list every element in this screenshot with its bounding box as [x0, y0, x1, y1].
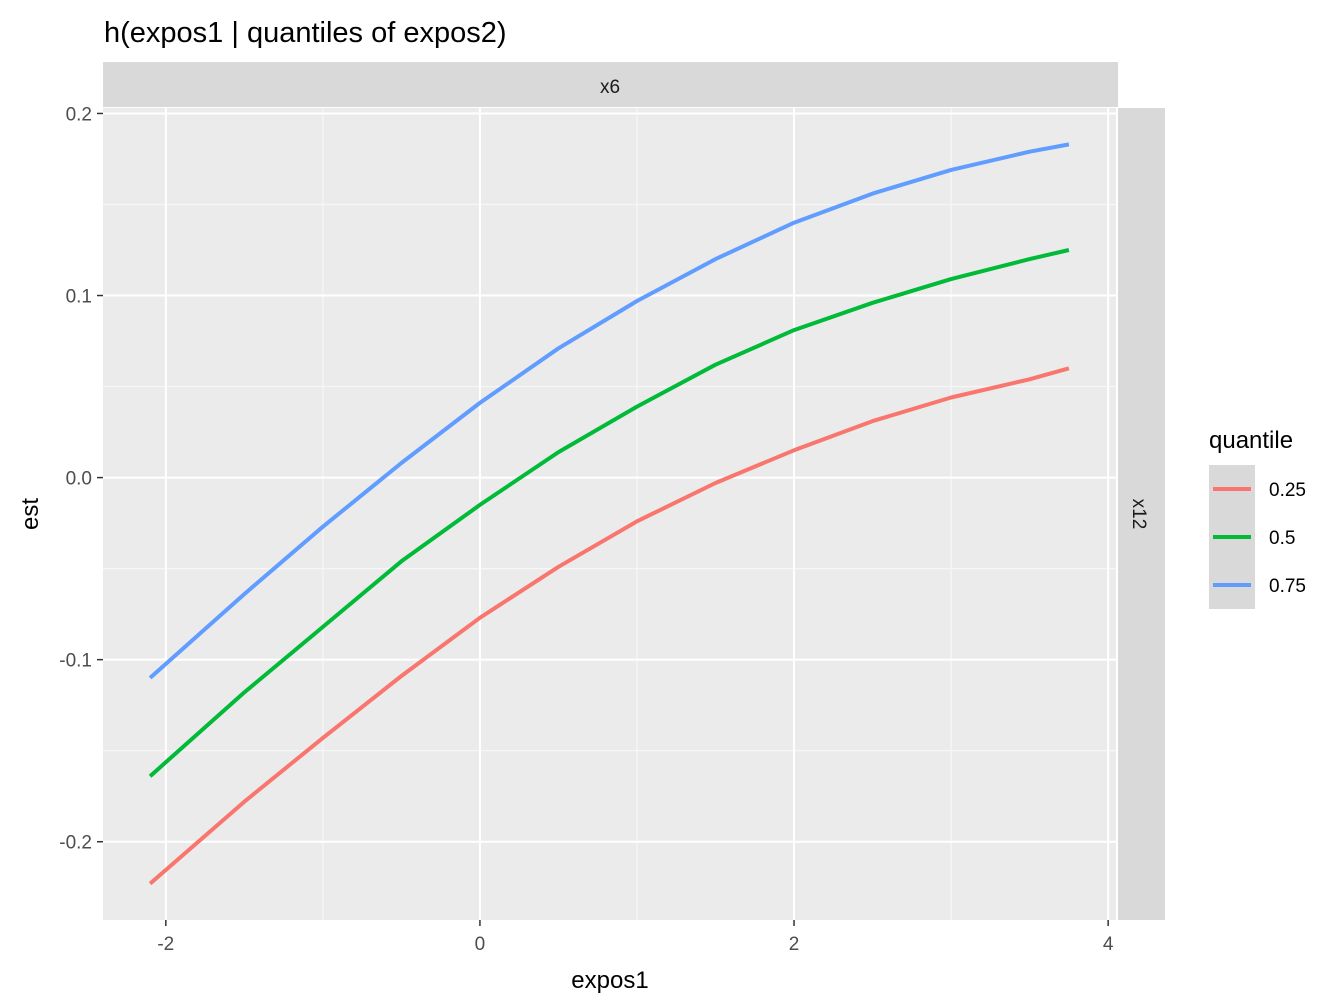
x-tick-label: -2 — [157, 934, 174, 955]
chart-title: h(expos1 | quantiles of expos2) — [104, 17, 507, 49]
y-tick-label: -0.1 — [59, 651, 92, 672]
grid-major — [103, 108, 1116, 920]
y-tick-label: -0.2 — [59, 833, 92, 854]
right-facet-label: x12 — [1128, 499, 1149, 530]
y-tick-label: 0.2 — [66, 104, 92, 125]
series-line-0-25 — [148, 366, 1070, 886]
legend-title: quantile — [1209, 427, 1293, 454]
x-tick-label: 0 — [475, 934, 486, 955]
top-facet-strip — [103, 62, 1118, 107]
series-line-0-75 — [148, 142, 1070, 680]
y-tick-label: 0.0 — [66, 469, 92, 490]
series-lines — [148, 142, 1070, 886]
legend-label: 0.5 — [1269, 528, 1295, 549]
legend-label: 0.25 — [1269, 480, 1306, 501]
legend: quantile 0.25 0.5 0.75 — [1209, 427, 1306, 609]
y-tick-label: 0.1 — [66, 287, 92, 308]
x-axis: -2 0 2 4 — [157, 920, 1114, 955]
right-facet-strip — [1118, 108, 1165, 920]
legend-label: 0.75 — [1269, 576, 1306, 597]
x-tick-label: 4 — [1103, 934, 1114, 955]
y-axis: -0.2 -0.1 0.0 0.1 0.2 — [59, 104, 103, 854]
legend-items: 0.25 0.5 0.75 — [1209, 465, 1306, 609]
y-axis-title: est — [17, 498, 44, 530]
plot-panel — [103, 108, 1116, 920]
series-line-0-5 — [148, 248, 1070, 778]
top-facet-label: x6 — [600, 77, 620, 98]
x-tick-label: 2 — [789, 934, 800, 955]
x-axis-title: expos1 — [571, 967, 648, 994]
